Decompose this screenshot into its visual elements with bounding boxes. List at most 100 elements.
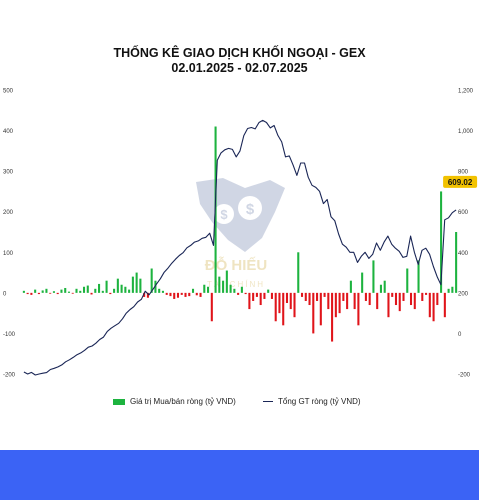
- bar: [229, 284, 232, 293]
- bar: [282, 292, 285, 326]
- coin-left-symbol: $: [220, 207, 228, 222]
- bar: [327, 292, 330, 310]
- bar: [304, 292, 307, 301]
- legend-swatch-bars: [113, 398, 125, 405]
- bar: [188, 292, 191, 297]
- bar: [180, 292, 183, 295]
- bar: [289, 292, 292, 310]
- bar: [195, 292, 198, 296]
- bar: [312, 292, 315, 334]
- bar: [376, 292, 379, 310]
- right-axis-tick-label: 400: [458, 251, 469, 257]
- right-axis: -200 0 200 400 600 800 1,000 1,200: [458, 89, 474, 379]
- bar: [203, 284, 206, 293]
- bar: [45, 288, 48, 293]
- right-axis-tick-label: 0: [458, 332, 462, 338]
- coin-left-icon: [214, 204, 234, 224]
- bar: [409, 292, 413, 306]
- bar: [413, 292, 416, 310]
- bar: [316, 292, 319, 301]
- bar: [406, 268, 409, 293]
- bar: [293, 292, 296, 318]
- bar: [398, 292, 401, 312]
- bar: [455, 232, 458, 293]
- bar: [207, 286, 210, 293]
- bar: [150, 268, 153, 293]
- chart-title-line2: 02.01.2025 - 02.07.2025: [171, 61, 308, 75]
- bar: [361, 272, 364, 293]
- bar: [255, 292, 258, 297]
- bar: [300, 292, 304, 297]
- legend-item-bars: Giá trị Mua/bán ròng (tỷ VND): [113, 397, 236, 406]
- right-axis-tick-label: 600: [458, 210, 469, 216]
- chart-title: THỐNG KÊ GIAO DỊCH KHỐI NGOẠI - GEX 02.0…: [0, 46, 479, 76]
- left-axis-tick-label: 400: [3, 129, 14, 135]
- coin-right-symbol: $: [246, 201, 255, 218]
- bar: [71, 292, 74, 294]
- bar: [165, 292, 168, 295]
- bar: [270, 292, 273, 299]
- bar: [428, 292, 431, 318]
- bar: [372, 260, 375, 293]
- bar: [225, 270, 228, 293]
- bar: [252, 292, 255, 301]
- bar: [346, 292, 349, 310]
- bar: [113, 288, 116, 293]
- left-axis-tick-label: -100: [3, 332, 16, 338]
- bar: [338, 292, 341, 314]
- bar: [169, 292, 172, 297]
- right-axis-tick-label: 1,000: [458, 129, 474, 135]
- left-axis-tick-label: 0: [3, 291, 7, 297]
- bar: [391, 292, 394, 297]
- bar: [210, 292, 213, 322]
- bar: [161, 290, 164, 293]
- bar: [109, 292, 112, 295]
- right-axis-tick-label: 1,200: [458, 89, 474, 95]
- chart-title-line1: THỐNG KÊ GIAO DỊCH KHỐI NGOẠI - GEX: [113, 46, 366, 60]
- last-value-badge: [443, 175, 478, 188]
- bar: [105, 280, 108, 293]
- bar: [98, 283, 101, 293]
- bar: [447, 288, 450, 293]
- right-axis-tick-label: 200: [458, 291, 469, 297]
- bar: [308, 292, 311, 306]
- bar: [417, 260, 420, 293]
- bar: [22, 290, 25, 293]
- bar: [139, 278, 142, 293]
- bar: [124, 286, 127, 293]
- bar: [75, 288, 78, 293]
- watermark-subtext: TÀI CHÍNH: [207, 280, 265, 289]
- bar: [184, 292, 187, 297]
- bar: [297, 252, 300, 293]
- bar: [379, 284, 382, 293]
- bar: [274, 292, 277, 322]
- bar: [52, 291, 55, 293]
- bar: [64, 287, 67, 293]
- bar: [319, 292, 322, 326]
- bar: [237, 292, 240, 295]
- left-axis-tick-label: 500: [3, 89, 14, 95]
- bar: [353, 292, 356, 310]
- bar: [218, 276, 221, 293]
- bar: [120, 284, 123, 293]
- bar-series: [22, 126, 458, 342]
- shield-dollar-icon: [196, 178, 285, 252]
- bar: [248, 292, 251, 310]
- bar: [278, 292, 281, 314]
- bar: [30, 292, 33, 295]
- bar: [56, 292, 59, 295]
- bar: [394, 292, 398, 306]
- bar: [199, 292, 202, 297]
- bar: [263, 292, 266, 299]
- bar: [154, 280, 157, 293]
- bar: [402, 292, 405, 301]
- bar: [440, 191, 443, 293]
- bar: [425, 292, 428, 295]
- bar: [342, 292, 345, 301]
- bar: [90, 292, 93, 295]
- bar: [34, 289, 37, 293]
- left-axis-tick-label: -200: [3, 373, 16, 379]
- legend-label-line: Tổng GT ròng (tỷ VND): [278, 397, 361, 406]
- bar: [222, 280, 225, 293]
